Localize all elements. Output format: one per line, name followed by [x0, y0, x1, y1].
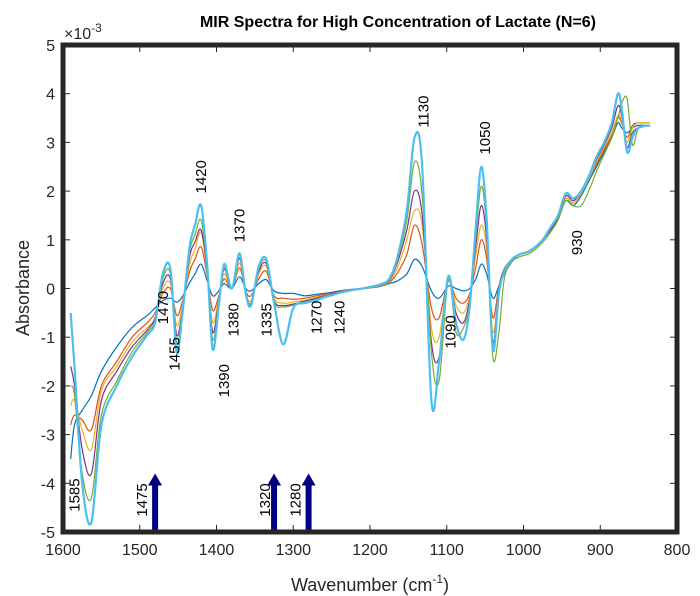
y-tick-label: 2: [46, 184, 55, 201]
spectrum-line-1: [70, 121, 651, 459]
x-tick-label: 1200: [352, 542, 388, 559]
arrow-shaft-2: [271, 484, 278, 532]
spectrum-line-2: [70, 116, 651, 432]
arrow-shaft-3: [305, 484, 312, 532]
plot-frame: [60, 42, 680, 535]
peak-annotation-1240: 1240: [331, 301, 348, 334]
arrow-head-2: [267, 473, 282, 486]
peak-annotation-1050: 1050: [477, 121, 494, 154]
peak-annotation-1380: 1380: [225, 303, 242, 336]
x-tick-label: 1500: [122, 542, 158, 559]
y-tick-label: -4: [41, 476, 55, 493]
x-tick-label: 1100: [430, 542, 465, 559]
peak-annotation-1130: 1130: [416, 96, 433, 128]
peak-annotation-1585: 1585: [67, 478, 84, 511]
y-axis-label: Absorbance: [13, 240, 33, 336]
peak-annotation-1090: 1090: [443, 315, 460, 348]
x-tick-label: 1400: [199, 542, 235, 559]
y-tick-label: 5: [46, 38, 55, 55]
y-exponent-power: -3: [91, 21, 102, 35]
x-tick-label: 1300: [275, 542, 311, 559]
arrow-head-1: [148, 473, 163, 486]
peak-annotation-1335: 1335: [258, 303, 275, 336]
y-tick-label: -3: [41, 428, 55, 445]
y-tick-label: 4: [46, 87, 55, 104]
x-tick-label: 1000: [506, 542, 542, 559]
peak-annotation-1280: 1280: [288, 483, 305, 516]
series-group: [69, 92, 651, 526]
x-tick-label: 800: [664, 542, 691, 559]
y-tick-label: -5: [41, 525, 55, 542]
y-tick-label: 1: [46, 233, 55, 250]
y-exponent-base: ×10: [64, 26, 91, 43]
peak-annotation-1470: 1470: [155, 291, 172, 324]
peak-annotation-1420: 1420: [193, 160, 210, 193]
y-tick-label: 0: [46, 282, 55, 299]
y-exponent-label: ×10-3: [64, 21, 102, 43]
x-axis-label-end: ): [443, 575, 449, 595]
y-tick-label: -1: [41, 330, 55, 347]
spectrum-line-4: [70, 104, 651, 477]
arrow-shaft-1: [152, 484, 159, 532]
y-tick-label: 3: [46, 135, 55, 152]
spectrum-line-3: [70, 114, 651, 452]
x-tick-label: 1600: [45, 542, 81, 559]
x-axis-label-sup: -1: [432, 572, 443, 586]
peak-annotation-930: 930: [569, 230, 586, 255]
peak-annotation-1390: 1390: [216, 364, 233, 397]
tick-group: 1600 1500 1400 1300 1200 1100 1000 900 800543210…: [41, 38, 691, 559]
arrow-group: [148, 473, 316, 532]
chart-title: MIR Spectra for High Concentration of La…: [200, 14, 596, 31]
peak-annotation-1320: 1320: [257, 483, 274, 516]
peak-annotation-1370: 1370: [232, 209, 249, 242]
y-tick-label: -2: [41, 379, 55, 396]
arrow-head-3: [301, 473, 316, 486]
peak-annotation-1475: 1475: [134, 483, 151, 516]
x-axis-label: Wavenumber (cm-1): [291, 572, 449, 595]
annotation-group: 1420 1370 1130 1050 930 1470 1455 1390 1380 1335 1…: [67, 96, 587, 517]
spectrum-line-6: [69, 92, 651, 526]
peak-annotation-1455: 1455: [166, 337, 183, 370]
x-axis-label-text: Wavenumber (cm: [291, 575, 432, 595]
peak-annotation-1270: 1270: [308, 301, 325, 334]
x-tick-label: 900: [587, 542, 614, 559]
